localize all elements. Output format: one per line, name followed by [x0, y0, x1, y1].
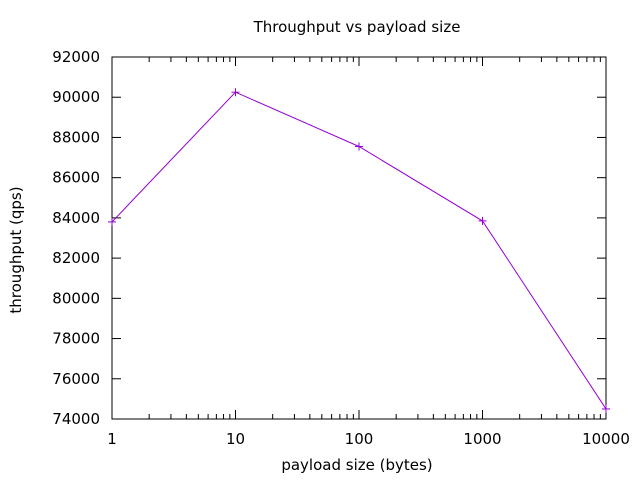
series-line — [111, 91, 607, 410]
y-tick-label: 88000 — [52, 128, 100, 146]
x-tick-label: 10000 — [582, 430, 630, 448]
y-tick-label: 92000 — [52, 48, 100, 66]
y-tick-label: 80000 — [52, 289, 100, 307]
x-axis-title: payload size (bytes) — [281, 456, 432, 474]
data-point — [231, 88, 240, 97]
x-tick-label: 1 — [107, 430, 117, 448]
chart-title: Throughput vs payload size — [253, 18, 461, 36]
y-axis-title: throughput (qps) — [7, 186, 25, 313]
y-tick-label: 76000 — [52, 370, 100, 388]
data-point — [355, 142, 363, 151]
y-tick-label: 84000 — [52, 209, 100, 227]
y-tick-label: 86000 — [52, 169, 100, 187]
y-axis: 74000 76000 78000 80000 82000 84000 86000 88000… — [52, 48, 606, 428]
x-tick-label: 1000 — [463, 430, 501, 448]
plot-frame — [111, 56, 607, 420]
data-point — [478, 216, 487, 225]
y-tick-label: 90000 — [52, 88, 100, 106]
y-tick-label: 74000 — [52, 410, 100, 428]
x-tick-label: 100 — [345, 430, 374, 448]
data-point — [602, 404, 610, 413]
x-axis: 1 10 100 1000 10000 — [107, 57, 630, 448]
series-layer — [108, 88, 610, 413]
data-point — [108, 217, 116, 226]
y-tick-label: 78000 — [52, 330, 100, 348]
y-tick-label: 82000 — [52, 249, 100, 267]
x-tick-label: 10 — [226, 430, 245, 448]
